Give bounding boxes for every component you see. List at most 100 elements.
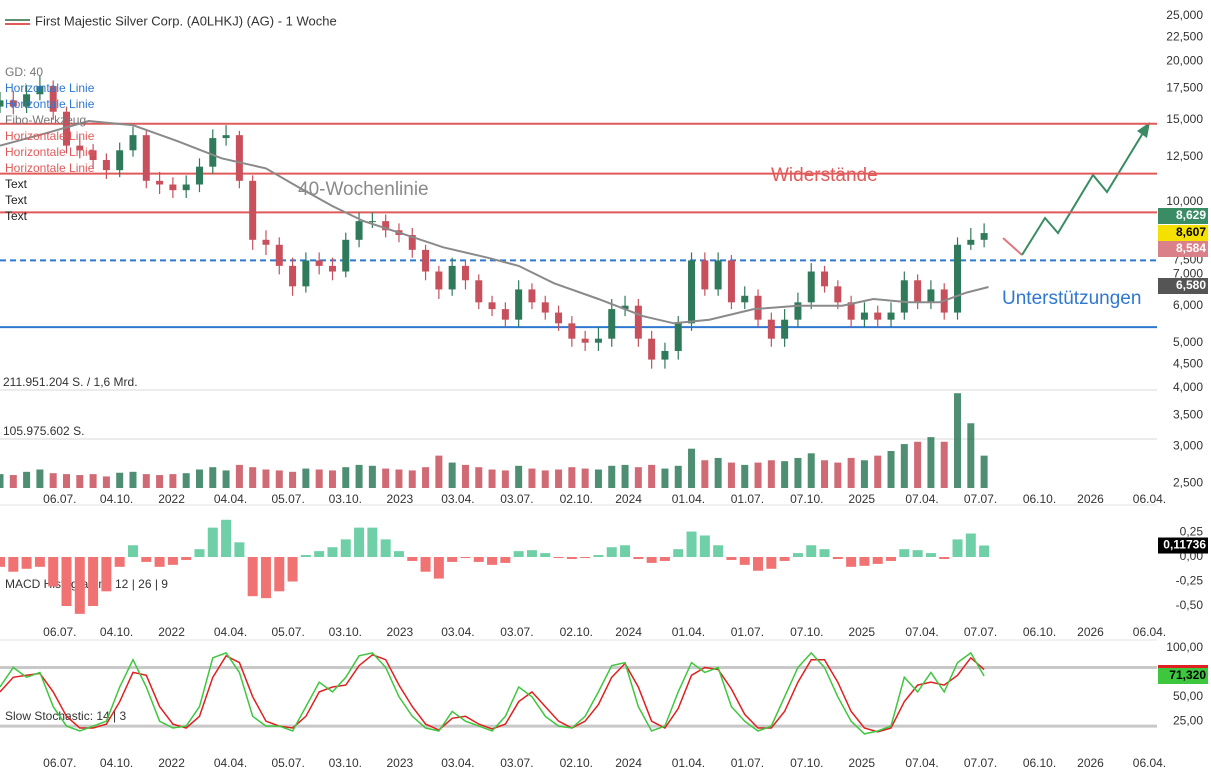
x-tick-label: 07.10. — [790, 625, 823, 639]
x-tick-label: 06.07. — [43, 492, 76, 506]
candle-body — [342, 239, 350, 272]
candle-body — [169, 184, 177, 191]
candle-body — [448, 265, 456, 290]
x-tick-label: 05.07. — [271, 625, 304, 639]
candle-body — [129, 135, 137, 151]
x-tick-label: 07.04. — [905, 492, 938, 506]
x-tick-label: 02.10. — [560, 625, 593, 639]
histogram-bar — [167, 557, 178, 565]
y-tick-label: 3,000 — [1173, 439, 1203, 453]
arrow-head — [1137, 122, 1150, 138]
candle-body — [89, 150, 97, 160]
candle-body — [368, 221, 376, 223]
x-tick-label: 2025 — [848, 625, 875, 639]
candle-body — [714, 260, 722, 290]
histogram-bar — [101, 557, 112, 592]
histogram-bar — [127, 545, 138, 558]
histogram-bar — [274, 557, 285, 592]
histogram-bar — [420, 557, 431, 572]
volume-tick-label: 105.975.602 S. — [3, 424, 84, 438]
histogram-bar — [500, 557, 511, 563]
y-tick-label: 3,500 — [1173, 407, 1203, 421]
candle-body — [980, 233, 988, 240]
histogram-bar — [620, 545, 631, 558]
x-tick-label: 04.10. — [100, 625, 133, 639]
histogram-bar — [74, 557, 85, 614]
y-tick-label: -0,25 — [1176, 574, 1204, 588]
x-tick-label: 2023 — [387, 756, 414, 770]
volume-bar — [781, 461, 789, 488]
candle-body — [195, 166, 203, 185]
volume-bar — [475, 467, 483, 488]
volume-bar — [275, 470, 283, 488]
histogram-bar — [739, 557, 750, 565]
volume-bar — [395, 469, 403, 488]
volume-bar — [714, 457, 722, 488]
candle-body — [807, 271, 815, 303]
histogram-bar — [8, 557, 19, 572]
histogram-bar — [886, 557, 897, 561]
volume-bar — [927, 437, 935, 488]
histogram-bar — [114, 557, 125, 567]
candle-body — [262, 239, 270, 245]
histogram-bar — [939, 557, 950, 559]
x-tick-label: 2026 — [1077, 625, 1104, 639]
volume-bar — [129, 471, 137, 488]
histogram-bar — [792, 553, 803, 558]
price-tag-bg — [1158, 241, 1208, 257]
volume-bar — [382, 468, 390, 488]
chart-title: First Majestic Silver Corp. (A0LHKJ) (AG… — [35, 13, 337, 28]
volume-bar — [142, 474, 150, 488]
volume-bar — [289, 471, 297, 488]
y-tick-label: 25,000 — [1166, 8, 1203, 22]
candle-body — [408, 234, 416, 250]
x-tick-label: 2024 — [615, 625, 642, 639]
y-tick-label: 4,500 — [1173, 356, 1203, 370]
volume-bar — [9, 475, 17, 488]
volume-bar — [209, 467, 217, 488]
volume-bar — [940, 441, 948, 488]
candle-body — [435, 271, 443, 290]
volume-bar — [342, 467, 350, 488]
indicator-label: GD: 40 — [5, 65, 43, 79]
volume-bar — [648, 464, 656, 488]
price-tag-bg — [1158, 225, 1208, 241]
volume-bar — [355, 464, 363, 488]
x-tick-label: 04.10. — [100, 492, 133, 506]
x-tick-label: 2022 — [158, 492, 185, 506]
histogram-bar — [633, 557, 644, 559]
y-tick-label: 7,000 — [1173, 267, 1203, 281]
candle-body — [581, 338, 589, 343]
volume-bar — [967, 423, 975, 488]
x-tick-label: 2022 — [158, 756, 185, 770]
moving-average-line — [0, 119, 989, 325]
candle-body — [701, 260, 709, 290]
volume-bar — [62, 474, 70, 488]
volume-bar — [408, 470, 416, 488]
candle-body — [528, 289, 536, 303]
volume-bar — [860, 460, 868, 488]
volume-bar — [182, 473, 190, 488]
candle-body — [501, 309, 509, 320]
x-tick-label: 03.04. — [441, 492, 474, 506]
candle-body — [821, 271, 829, 287]
histogram-bar — [593, 555, 604, 558]
histogram-bar — [872, 557, 883, 564]
value-tag-bg — [1158, 537, 1208, 554]
volume-bar — [36, 469, 44, 488]
projection-arrow — [1021, 127, 1147, 256]
x-tick-label: 03.07. — [500, 492, 533, 506]
candle-body — [36, 86, 44, 95]
x-tick-label: 07.10. — [790, 492, 823, 506]
x-tick-label: 04.04. — [214, 625, 247, 639]
volume-bar — [581, 468, 589, 488]
volume-bar — [900, 444, 908, 488]
histogram-bar — [925, 553, 936, 558]
volume-bar — [887, 451, 895, 488]
y-tick-label: 6,000 — [1173, 298, 1203, 312]
volume-bar — [621, 464, 629, 488]
histogram-bar — [606, 547, 617, 558]
candle-body — [515, 289, 523, 320]
